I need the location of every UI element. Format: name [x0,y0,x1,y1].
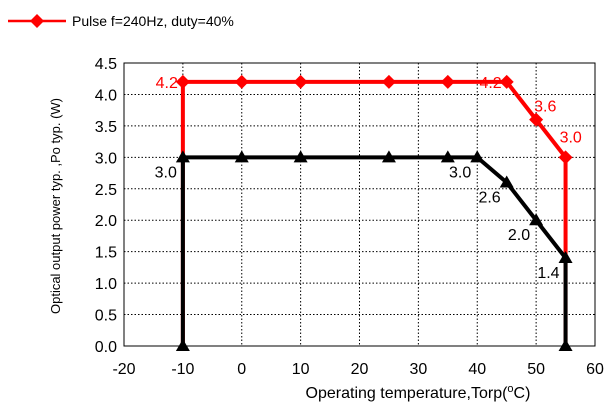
x-tick-label: 50 [527,361,545,378]
series-0-point-0 [175,74,190,89]
data-label: 3.0 [560,129,582,146]
tick-labels: 0.0 0.5 1.0 1.5 2.0 2.5 3.0 3.5 4.0 4.5 -20 -10 0 10 2… [95,56,604,378]
y-tick-label: 3.5 [95,119,117,136]
y-tick-label: 1.5 [95,245,117,262]
y-tick-label: 2.5 [95,182,117,199]
series-lines [180,79,568,346]
y-tick-label: 2.0 [95,213,117,230]
data-label: 3.0 [155,164,177,181]
series-1-point-4 [381,150,396,163]
x-axis-label-end: C) [514,385,531,402]
x-tick-label: -20 [112,361,135,378]
data-label: 2.0 [508,227,530,244]
series-0-point-7 [558,150,573,165]
series-0-point-2 [293,74,308,89]
x-axis-label-sup: o [507,383,513,395]
y-tick-label: 0.0 [95,339,117,356]
x-tick-label: 20 [351,361,369,378]
series-1-point-5 [440,150,455,163]
y-tick-label: 4.0 [95,87,117,104]
series-1-point-6 [470,150,485,163]
legend-marker-diamond [30,14,44,28]
data-label: 2.6 [478,189,500,206]
series-0-point-3 [381,74,396,89]
series-1-point-10 [558,339,573,351]
legend: Pulse f=240Hz, duty=40% [8,13,234,29]
data-label: 1.4 [537,265,559,282]
data-labels: 4.2 4.23.63.03.0 3.02.62.01.4 [155,75,582,282]
data-label: 3.6 [534,99,556,116]
y-tick-label: 4.5 [95,56,117,73]
x-tick-label: 0 [237,361,246,378]
y-axis-label: Optical output power typ. ,Po typ. (W) [48,98,63,314]
plot-frame [123,62,596,347]
x-tick-label: 10 [292,361,310,378]
y-tick-label: 3.0 [95,150,117,167]
series-0-point-1 [234,74,249,89]
series-1-point-0 [175,339,190,351]
series-1-point-3 [293,150,308,163]
series-0-point-6 [529,112,544,127]
series-0-point-4 [440,74,455,89]
series-1-point-2 [234,150,249,163]
data-label: 4.2 [156,75,178,92]
legend-entry-pulse: Pulse f=240Hz, duty=40% [72,13,234,29]
x-tick-label: 40 [468,361,486,378]
series-1-point-7 [499,175,514,188]
markers [175,74,573,351]
x-axis-label: Operating temperature,Torp(oC) [306,383,531,402]
series-0-point-5 [499,74,514,89]
x-tick-label: 30 [409,361,427,378]
y-tick-label: 0.5 [95,308,117,325]
series-1-point-8 [529,213,544,226]
data-label: 4.2 [479,75,501,92]
series-line-0 [180,79,568,346]
series-1-point-1 [175,150,190,163]
series-1-point-9 [558,250,573,263]
y-tick-label: 1.0 [95,276,117,293]
x-tick-label: 60 [586,361,604,378]
plot-area-border [123,62,596,347]
x-axis-label-main: Operating temperature,Torp( [306,385,509,402]
data-label: 3.0 [449,164,471,181]
x-tick-label: -10 [171,361,194,378]
